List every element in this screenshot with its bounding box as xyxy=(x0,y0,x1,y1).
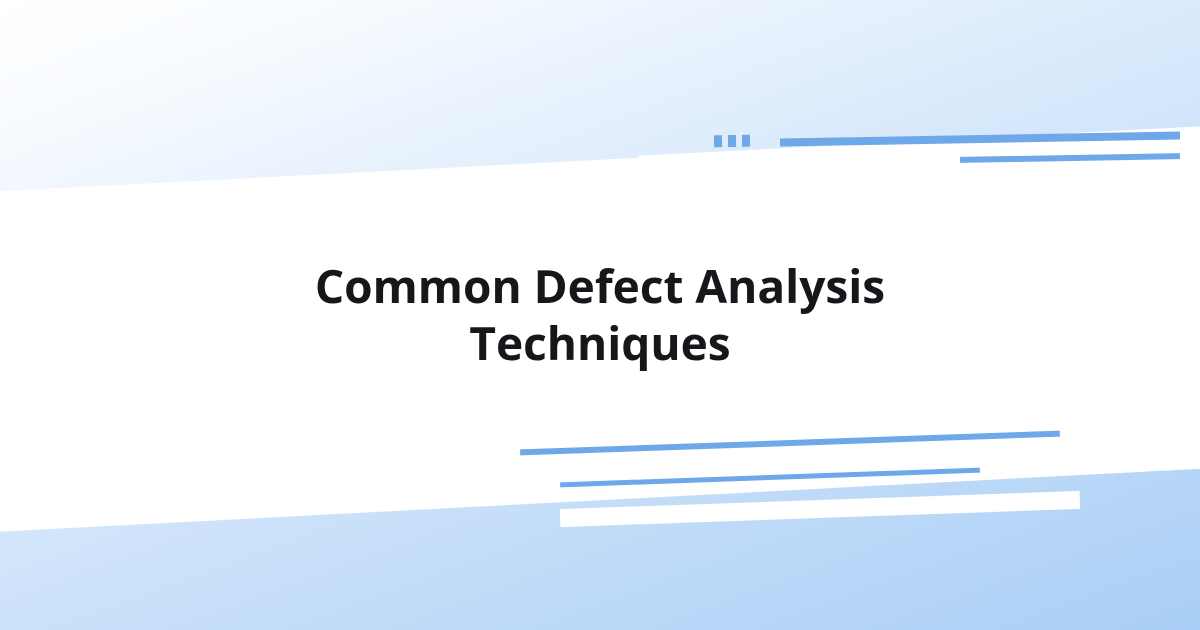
title-line-1: Common Defect Analysis xyxy=(315,255,885,317)
title-container: Common Defect Analysis Techniques xyxy=(0,0,1200,630)
title-line-2: Techniques xyxy=(469,312,730,374)
page-title: Common Defect Analysis Techniques xyxy=(315,258,885,373)
